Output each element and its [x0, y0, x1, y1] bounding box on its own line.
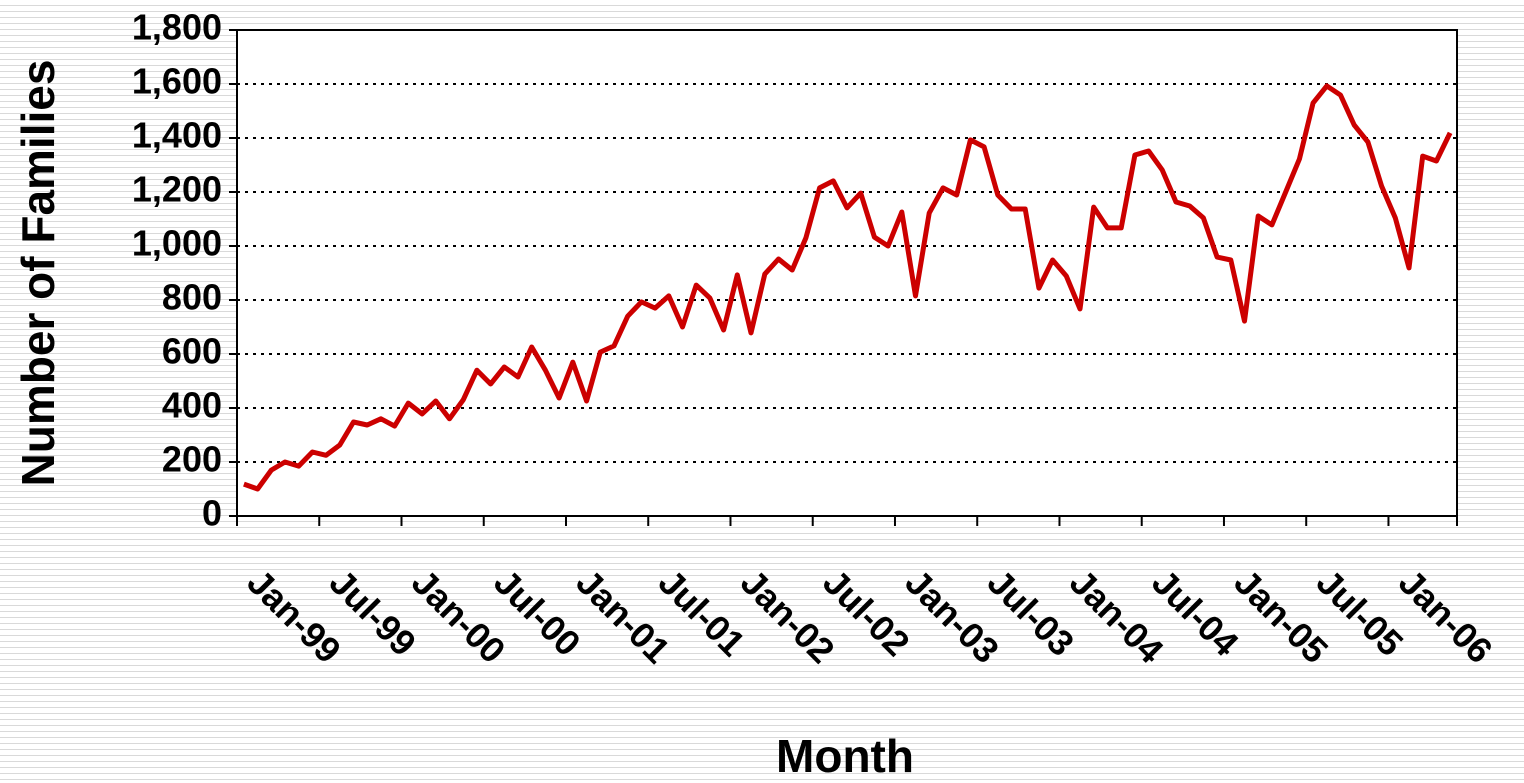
y-axis-title: Number of Families — [12, 60, 64, 487]
y-tick-label: 600 — [162, 331, 222, 372]
data-line — [243, 83, 1453, 492]
x-tick-label: Jan-03 — [897, 561, 1007, 671]
x-tick-label: Jan-04 — [1062, 561, 1172, 671]
y-tick-label: 200 — [162, 439, 222, 480]
y-tick-label: 1,400 — [132, 115, 222, 156]
plot-area — [236, 29, 1458, 517]
x-tick-label: Jan-02 — [733, 561, 843, 671]
x-tick-label: Jan-06 — [1391, 561, 1501, 671]
y-tick-label: 400 — [162, 385, 222, 426]
y-tick-label: 0 — [202, 493, 222, 534]
x-tick-label: Jan-01 — [568, 561, 678, 671]
x-tick-label: Jan-99 — [239, 561, 349, 671]
x-tick-label: Jan-05 — [1226, 561, 1336, 671]
x-tick-label: Jan-00 — [404, 561, 514, 671]
y-tick-label: 1,000 — [132, 223, 222, 264]
y-tick-label: 1,800 — [132, 7, 222, 48]
x-axis-title: Month — [776, 730, 914, 782]
y-tick-label: 800 — [162, 277, 222, 318]
y-tick-label: 1,200 — [132, 169, 222, 210]
y-tick-label: 1,600 — [132, 61, 222, 102]
